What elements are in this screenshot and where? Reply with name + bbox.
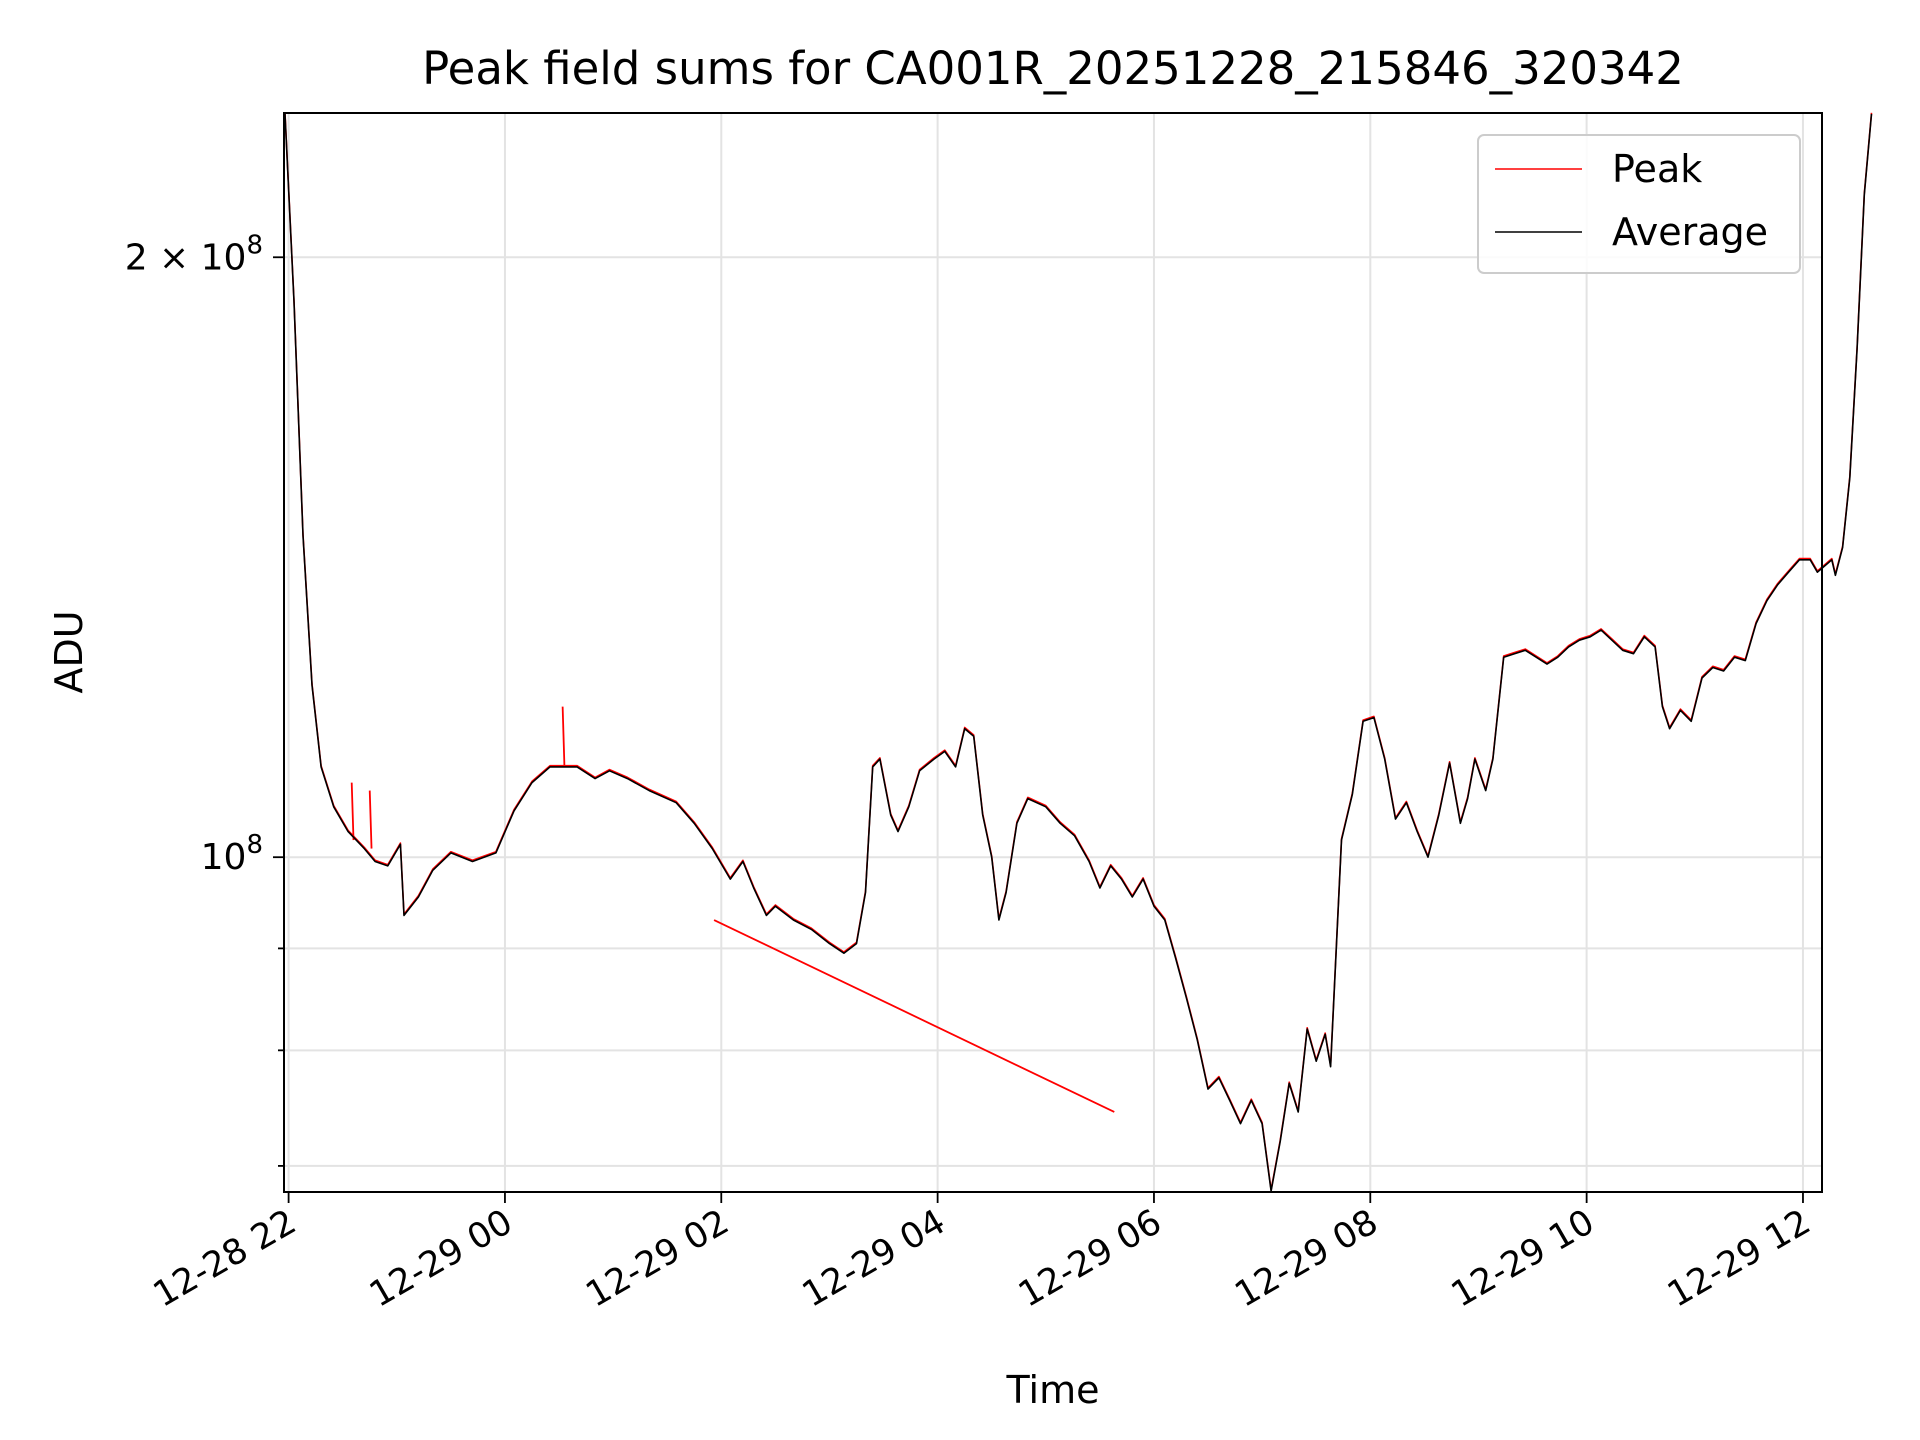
legend-label-average: Average bbox=[1612, 210, 1768, 254]
series-layer bbox=[284, 112, 1873, 1192]
legend-label-peak: Peak bbox=[1612, 147, 1702, 191]
legend: Peak Average bbox=[1477, 134, 1801, 274]
y-axis-label: ADU bbox=[47, 610, 91, 693]
plot-area-frame bbox=[283, 112, 1823, 1193]
chart-title: Peak field sums for CA001R_20251228_2158… bbox=[422, 42, 1684, 95]
series-average-line bbox=[284, 113, 1873, 1192]
x-axis-label: Time bbox=[1006, 1368, 1100, 1412]
y-tick-label: 2 × 108 bbox=[125, 230, 263, 278]
peak-spike bbox=[368, 790, 373, 849]
peak-spike bbox=[350, 782, 355, 841]
y-axis: 108 2 × 108 bbox=[125, 230, 285, 1167]
peak-spike bbox=[561, 706, 566, 767]
y-tick-label: 108 bbox=[201, 830, 263, 878]
peak-spike bbox=[713, 919, 1115, 1113]
